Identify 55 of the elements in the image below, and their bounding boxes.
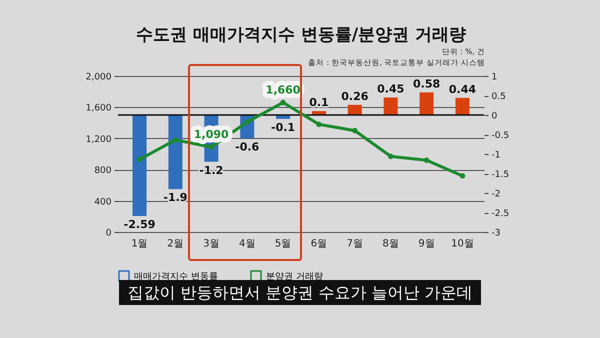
bar <box>132 115 147 216</box>
point <box>208 144 214 150</box>
x-tick-label: 2월 <box>167 238 184 250</box>
x-tick-label: 5월 <box>274 238 292 250</box>
point <box>172 137 178 143</box>
y2-tick-label: -2 <box>492 190 500 200</box>
legend-label: 분양권 거래량 <box>266 272 323 282</box>
data-label: 1,660 <box>266 84 301 97</box>
x-tick-label: 3월 <box>203 238 220 250</box>
data-label: 0.45 <box>377 82 404 96</box>
chart-title: 수도권 매매가격지수 변동률/분양권 거래량 <box>136 25 466 45</box>
x-tick-label: 4월 <box>238 238 256 250</box>
data-label: -0.1 <box>271 120 296 134</box>
x-tick-label: 7월 <box>346 238 364 250</box>
point <box>244 119 250 125</box>
y-tick-label: 400 <box>94 197 112 208</box>
y2-tick-label: -1.5 <box>492 170 510 180</box>
y2-tick-label: 1 <box>492 72 498 82</box>
data-label: 0.26 <box>341 90 369 103</box>
x-tick-label: 1월 <box>131 238 148 250</box>
data-label: 0.58 <box>413 77 440 90</box>
y2-tick-label: -0.5 <box>492 131 510 141</box>
data-label: -1.9 <box>163 191 188 204</box>
y2-tick-label: 0 <box>492 112 498 122</box>
y-tick-label: 1,200 <box>86 134 112 145</box>
point <box>136 156 142 162</box>
legend-label: 매매가격지수 변동률 <box>134 272 218 282</box>
x-tick-label: 6월 <box>310 238 328 250</box>
y2-tick-label: 0.5 <box>492 92 506 102</box>
y-tick-label: 800 <box>94 166 112 176</box>
y2-tick-label: -3 <box>492 228 500 238</box>
bar <box>455 98 470 115</box>
bar <box>420 92 434 115</box>
x-tick-label: 10월 <box>451 238 474 250</box>
point <box>424 158 430 163</box>
bar <box>384 97 398 115</box>
y2-tick-label: -2.5 <box>492 209 510 219</box>
x-tick-label: 8월 <box>382 238 399 250</box>
bar <box>168 115 182 190</box>
point <box>316 122 322 128</box>
data-label: -2.59 <box>124 218 156 232</box>
data-label: 0.1 <box>309 96 329 110</box>
text: 집값이 반등하면서 분양권 수요가 늘어난 가운데 <box>127 283 473 302</box>
data-label: -0.6 <box>235 140 260 154</box>
y-tick-label: 2,000 <box>86 72 112 82</box>
point <box>280 100 286 106</box>
bar <box>348 104 362 115</box>
point <box>460 173 466 179</box>
point <box>352 128 358 134</box>
x-tick-label: 9월 <box>418 238 435 250</box>
y-tick-label: 1,600 <box>86 104 112 114</box>
y2-tick-label: -1 <box>492 150 500 160</box>
data-label: 0.44 <box>448 82 476 96</box>
point <box>388 154 394 160</box>
y-tick-label: 0 <box>106 228 112 238</box>
